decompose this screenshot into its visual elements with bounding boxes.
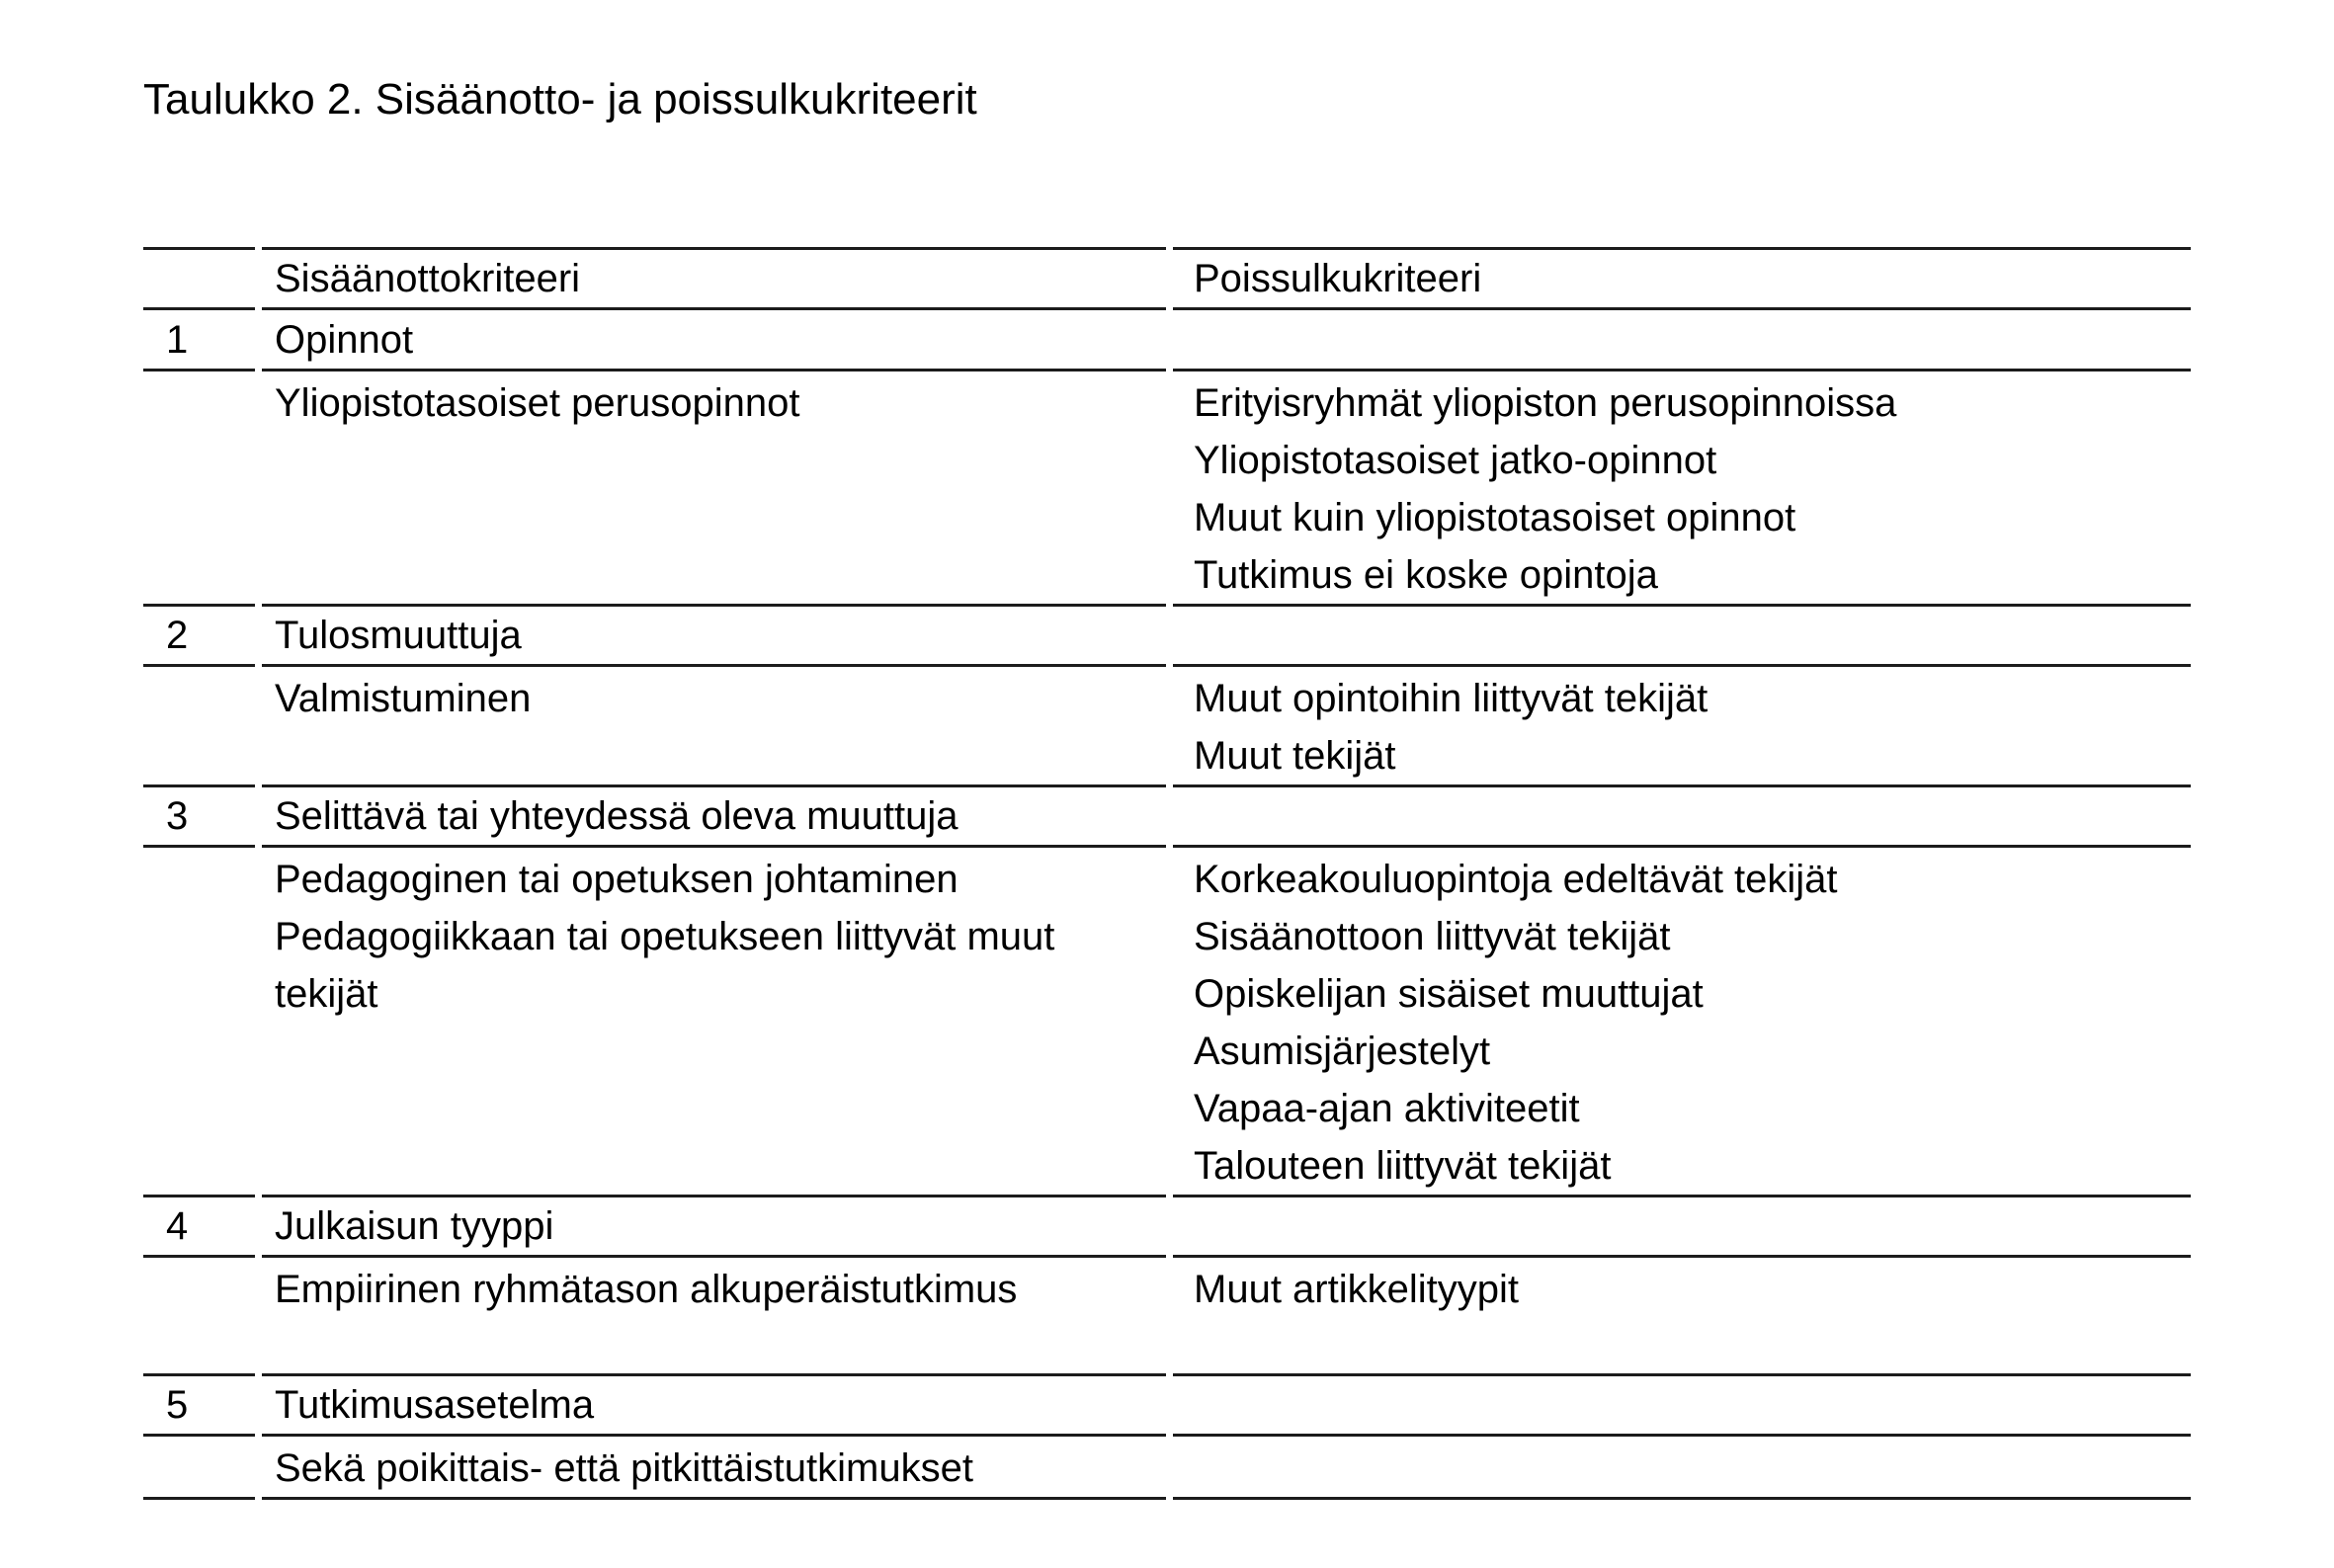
- exclusion-item: Korkeakouluopintoja edeltävät tekijät: [1194, 858, 1838, 901]
- exclusion-item: Tutkimus ei koske opintoja: [1194, 553, 1658, 597]
- section-row-2: 2 Tulosmuuttuja: [143, 607, 2191, 667]
- section-heading: Julkaisun tyyppi: [262, 1197, 1166, 1258]
- section-number: 5: [143, 1376, 255, 1437]
- criteria-table: Sisäänottokriteeri Poissulkukriteeri 1 O…: [136, 247, 2198, 1500]
- header-number-cell: [143, 247, 255, 310]
- exclusion-item: Talouteen liittyvät tekijät: [1194, 1144, 1612, 1188]
- exclusion-cell: Korkeakouluopintoja edeltävät tekijät Si…: [1173, 848, 2191, 1197]
- inclusion-cell: Sekä poikittais- että pitkittäistutkimuk…: [262, 1437, 1166, 1500]
- exclusion-item: Erityisryhmät yliopiston perusopinnoissa: [1194, 381, 1897, 425]
- exclusion-item: Yliopistotasoiset jatko-opinnot: [1194, 439, 1717, 482]
- header-inclusion: Sisäänottokriteeri: [262, 247, 1166, 310]
- content-row-4: Empiirinen ryhmätason alkuperäistutkimus…: [143, 1258, 2191, 1376]
- header-row: Sisäänottokriteeri Poissulkukriteeri: [143, 247, 2191, 310]
- exclusion-cell: Muut opintoihin liittyvät tekijät Muut t…: [1173, 667, 2191, 787]
- content-row-2: Valmistuminen Muut opintoihin liittyvät …: [143, 667, 2191, 787]
- header-exclusion: Poissulkukriteeri: [1173, 247, 2191, 310]
- section-row-4: 4 Julkaisun tyyppi: [143, 1197, 2191, 1258]
- inclusion-cell: Pedagoginen tai opetuksen johtaminen Ped…: [262, 848, 1166, 1197]
- inclusion-item: Valmistuminen: [275, 677, 532, 720]
- inclusion-cell: Valmistuminen: [262, 667, 1166, 787]
- exclusion-item: Asumisjärjestelyt: [1194, 1030, 1491, 1073]
- table-caption: Taulukko 2. Sisäänotto- ja poissulkukrit…: [143, 75, 977, 124]
- inclusion-item: Sekä poikittais- että pitkittäistutkimuk…: [275, 1446, 973, 1490]
- content-row-1: Yliopistotasoiset perusopinnot Erityisry…: [143, 371, 2191, 607]
- exclusion-item: Muut opintoihin liittyvät tekijät: [1194, 677, 1709, 720]
- exclusion-cell: Erityisryhmät yliopiston perusopinnoissa…: [1173, 371, 2191, 607]
- exclusion-item: Opiskelijan sisäiset muuttujat: [1194, 972, 1704, 1016]
- content-row-5: Sekä poikittais- että pitkittäistutkimuk…: [143, 1437, 2191, 1500]
- exclusion-item: Sisäänottoon liittyvät tekijät: [1194, 915, 1671, 958]
- inclusion-item: Yliopistotasoiset perusopinnot: [275, 381, 800, 425]
- section-row-5: 5 Tutkimusasetelma: [143, 1376, 2191, 1437]
- exclusion-cell: Muut artikkelityypit: [1173, 1258, 2191, 1376]
- section-heading: Tutkimusasetelma: [262, 1376, 1166, 1437]
- section-number: 4: [143, 1197, 255, 1258]
- exclusion-item: Vapaa-ajan aktiviteetit: [1194, 1087, 1580, 1130]
- section-number: 2: [143, 607, 255, 667]
- section-heading: Selittävä tai yhteydessä oleva muuttuja: [262, 787, 1166, 848]
- section-row-3: 3 Selittävä tai yhteydessä oleva muuttuj…: [143, 787, 2191, 848]
- section-heading: Tulosmuuttuja: [262, 607, 1166, 667]
- inclusion-cell: Empiirinen ryhmätason alkuperäistutkimus: [262, 1258, 1166, 1376]
- exclusion-item: Muut kuin yliopistotasoiset opinnot: [1194, 496, 1796, 539]
- section-number: 3: [143, 787, 255, 848]
- inclusion-item: Empiirinen ryhmätason alkuperäistutkimus: [275, 1268, 1018, 1311]
- exclusion-cell: [1173, 1437, 2191, 1500]
- inclusion-item: Pedagogiikkaan tai opetukseen liittyvät …: [275, 915, 1055, 1016]
- inclusion-item: Pedagoginen tai opetuksen johtaminen: [275, 858, 959, 901]
- section-number: 1: [143, 310, 255, 371]
- exclusion-item: Muut artikkelityypit: [1194, 1268, 1519, 1311]
- section-row-1: 1 Opinnot: [143, 310, 2191, 371]
- content-row-3: Pedagoginen tai opetuksen johtaminen Ped…: [143, 848, 2191, 1197]
- section-heading: Opinnot: [262, 310, 1166, 371]
- inclusion-cell: Yliopistotasoiset perusopinnot: [262, 371, 1166, 607]
- exclusion-item: Muut tekijät: [1194, 734, 1396, 778]
